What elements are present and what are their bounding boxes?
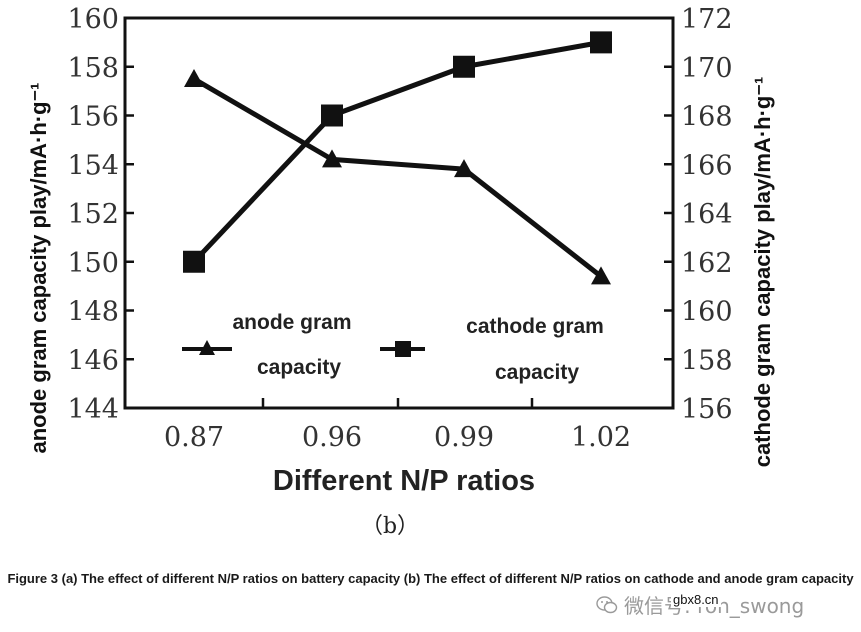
panel-label: （b）: [361, 514, 419, 539]
cathode-point: [453, 55, 475, 78]
left-tick-label: 144: [67, 394, 119, 425]
cathode-series-line: [192, 39, 602, 264]
legend: anode gram capacity cathode gram capacit…: [182, 311, 604, 384]
right-tick-label: 162: [681, 248, 733, 279]
y-right-title: cathode gram capacity play/mA·h·g⁻¹: [750, 77, 775, 468]
series-group: [183, 31, 612, 285]
left-tick-label: 152: [67, 199, 119, 230]
right-axis: 156 158 160 162 164 166 168 170 172: [664, 4, 733, 425]
right-tick-label: 164: [681, 199, 733, 230]
anode-point: [322, 149, 342, 168]
chart: 144 146 148 150 152 154 156 158 160 156 158 160 162…: [26, 4, 775, 539]
anode-point: [184, 68, 204, 87]
legend-cathode-marker: [395, 341, 411, 357]
left-tick-label: 150: [67, 248, 119, 279]
x-tick-label: 0.99: [434, 422, 494, 453]
left-tick-label: 160: [67, 4, 119, 35]
anode-point: [454, 159, 474, 178]
legend-anode-marker: [199, 340, 215, 355]
right-tick-label: 172: [681, 4, 733, 35]
left-tick-label: 156: [67, 102, 119, 133]
left-tick-label: 154: [67, 150, 119, 181]
legend-anode-label-1: anode gram: [232, 311, 351, 334]
right-tick-label: 156: [681, 394, 733, 425]
x-tick-label: 1.02: [571, 422, 631, 453]
watermark-sub: gbx8.cn: [671, 592, 721, 607]
right-tick-label: 166: [681, 150, 733, 181]
right-tick-label: 160: [681, 297, 733, 328]
wechat-icon: [596, 595, 618, 613]
left-tick-label: 146: [67, 345, 119, 376]
right-tick-label: 168: [681, 102, 733, 133]
anode-series-line: [192, 76, 603, 279]
x-title: Different N/P ratios: [273, 465, 535, 497]
right-tick-label: 170: [681, 53, 733, 84]
x-tick-label: 0.87: [164, 422, 224, 453]
left-axis: 144 146 148 150 152 154 156 158 160: [67, 4, 134, 425]
legend-cathode-label-2: capacity: [495, 361, 579, 384]
x-axis: 0.87 0.96 0.99 1.02: [164, 398, 631, 453]
cathode-point: [321, 104, 343, 127]
x-tick-label: 0.96: [302, 422, 362, 453]
figure-caption: Figure 3 (a) The effect of different N/P…: [7, 571, 854, 586]
legend-anode-label-2: capacity: [257, 356, 341, 379]
cathode-point: [183, 250, 205, 273]
left-tick-label: 158: [67, 53, 119, 84]
y-left-title: anode gram capacity play/mA·h·g⁻¹: [26, 82, 51, 453]
cathode-point: [590, 31, 612, 54]
left-tick-label: 148: [67, 297, 119, 328]
legend-cathode-label-1: cathode gram: [466, 315, 604, 338]
right-tick-label: 158: [681, 345, 733, 376]
anode-point: [591, 266, 611, 285]
